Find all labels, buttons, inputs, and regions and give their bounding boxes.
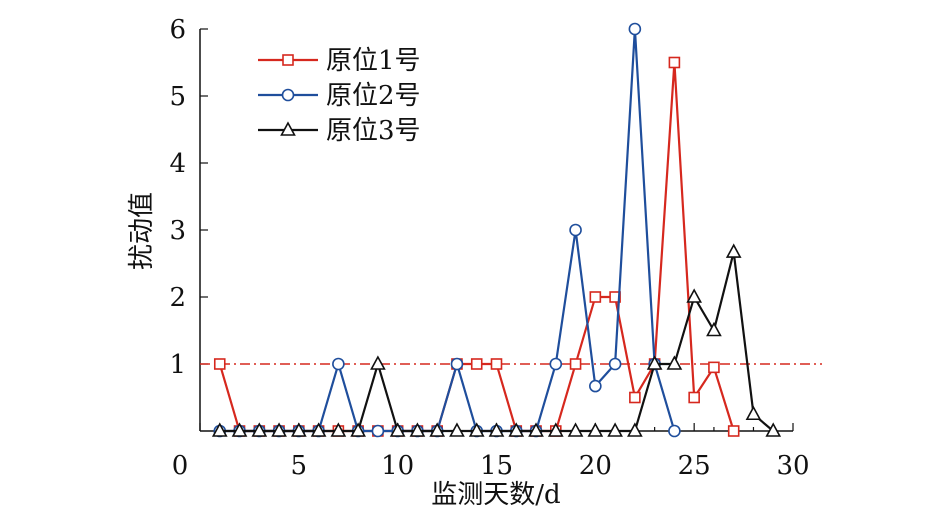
data-point (470, 358, 483, 370)
data-point (211, 422, 228, 437)
data-point (745, 405, 762, 421)
series-group (211, 22, 782, 438)
data-point (708, 361, 720, 374)
data-point (332, 357, 345, 371)
data-point (725, 243, 742, 258)
axes: 0 5 10 15 20 25 30 1 2 3 4 5 6 (169, 15, 809, 481)
series-3 (211, 243, 782, 437)
y-tick-label: 4 (169, 149, 186, 179)
data-point (389, 422, 406, 437)
data-point (508, 422, 525, 437)
data-point (666, 355, 683, 370)
data-point (706, 321, 722, 337)
legend-label: 原位3号 (326, 116, 421, 146)
data-point (607, 422, 623, 437)
data-point (468, 422, 485, 437)
data-point (528, 422, 544, 437)
legend-item-1: 原位1号 (258, 46, 421, 76)
y-tick-label: 3 (169, 216, 186, 246)
data-point (271, 422, 287, 437)
data-point (727, 425, 740, 437)
data-point (646, 355, 663, 370)
data-point (310, 422, 327, 437)
data-point (628, 22, 642, 36)
data-point (330, 422, 347, 437)
data-point (429, 422, 446, 437)
data-point (668, 424, 681, 438)
data-point (608, 357, 622, 371)
data-point (668, 56, 681, 69)
data-point (251, 422, 268, 437)
legend-label: 原位1号 (326, 46, 421, 76)
data-point (450, 357, 464, 371)
data-point (282, 54, 294, 66)
data-point (280, 121, 296, 136)
data-point (569, 358, 582, 370)
y-tick-label: 1 (169, 350, 186, 380)
data-point (488, 422, 505, 437)
data-point (627, 422, 643, 437)
data-point (589, 291, 602, 303)
data-point (370, 355, 386, 370)
x-tick-label: 10 (381, 451, 414, 481)
x-tick-label: 20 (579, 451, 612, 481)
y-tick-label: 2 (169, 283, 186, 313)
data-point (589, 379, 602, 393)
series-2 (213, 22, 681, 438)
data-point (231, 422, 248, 437)
data-point (567, 422, 584, 437)
x-tick-label: 0 (172, 451, 189, 481)
x-tick-label: 25 (678, 451, 711, 481)
x-tick-label: 5 (291, 451, 308, 481)
data-point (688, 391, 700, 404)
y-tick-label: 6 (169, 15, 186, 45)
series-line (218, 61, 735, 433)
legend-item-2: 原位2号 (258, 81, 421, 111)
data-point (587, 422, 604, 437)
data-point (449, 422, 465, 437)
legend-item-3: 原位3号 (258, 116, 421, 146)
data-point (629, 391, 641, 404)
data-point (765, 422, 782, 437)
data-point (350, 422, 366, 437)
legend-label: 原位2号 (326, 81, 421, 111)
data-point (281, 88, 295, 102)
y-axis-label: 扰动值 (127, 192, 157, 270)
data-point (569, 223, 582, 237)
x-tick-label: 30 (776, 451, 809, 481)
data-point (371, 424, 385, 438)
data-point (549, 357, 563, 371)
y-tick-label: 5 (169, 82, 186, 112)
data-point (409, 422, 426, 437)
x-tick-label: 15 (480, 451, 513, 481)
data-point (290, 422, 307, 437)
data-point (686, 288, 703, 303)
data-point (490, 358, 503, 370)
x-axis-label: 监测天数/d (431, 480, 560, 510)
data-point (213, 358, 226, 370)
data-point (547, 422, 564, 437)
